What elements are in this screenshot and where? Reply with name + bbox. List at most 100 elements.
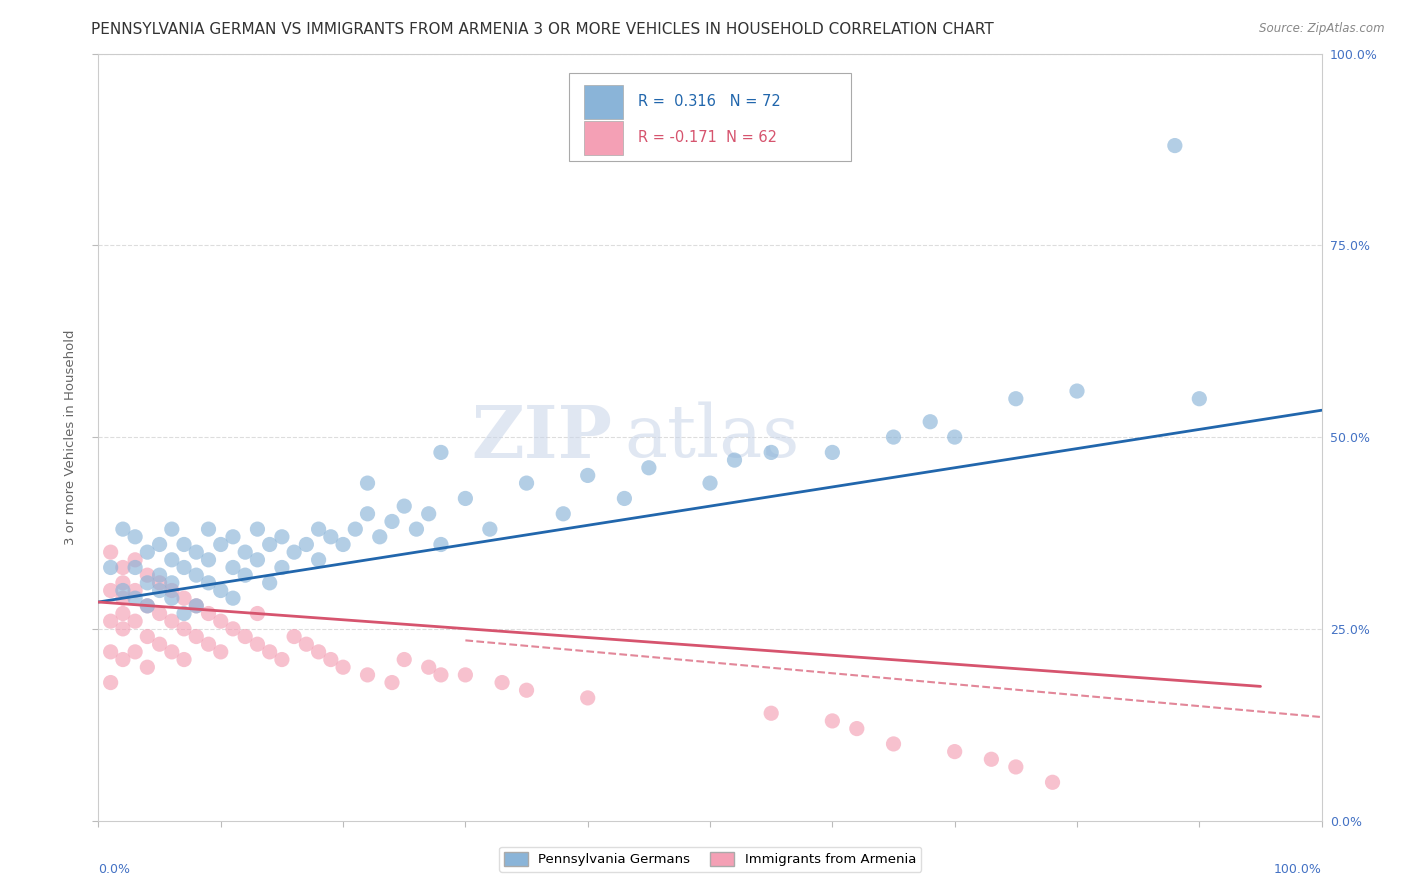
Point [124,591,146,606]
Point [515,476,537,491]
Point [761,706,783,721]
Point [111,560,134,574]
Point [124,645,146,659]
Point [160,583,183,598]
Point [883,430,905,444]
Point [319,530,342,544]
Point [270,530,294,544]
Point [576,690,599,705]
Point [160,591,183,606]
Point [980,752,1002,766]
Text: PENNSYLVANIA GERMAN VS IMMIGRANTS FROM ARMENIA 3 OR MORE VEHICLES IN HOUSEHOLD C: PENNSYLVANIA GERMAN VS IMMIGRANTS FROM A… [91,22,994,37]
Point [160,614,183,628]
Point [1004,392,1026,406]
Point [821,714,844,728]
Point [761,445,783,459]
Point [100,675,122,690]
Point [392,652,416,666]
FancyBboxPatch shape [569,73,851,161]
Point [246,607,269,621]
Point [136,575,159,590]
Point [186,545,208,559]
Point [246,553,269,567]
Point [111,583,134,598]
Legend: Pennsylvania Germans, Immigrants from Armenia: Pennsylvania Germans, Immigrants from Ar… [499,847,921,871]
Point [356,476,378,491]
Point [454,668,477,682]
Text: Source: ZipAtlas.com: Source: ZipAtlas.com [1260,22,1385,36]
Point [124,553,146,567]
Point [136,599,159,613]
Point [209,614,232,628]
Point [418,507,440,521]
Point [381,675,404,690]
Point [418,660,440,674]
Point [111,522,134,536]
FancyBboxPatch shape [583,85,623,120]
Point [173,560,195,574]
Point [259,537,281,551]
Point [308,553,330,567]
Point [246,637,269,651]
Text: ZIP: ZIP [471,401,612,473]
Point [173,591,195,606]
Point [186,599,208,613]
Point [233,568,256,582]
Point [430,445,453,459]
Point [111,607,134,621]
Point [197,553,219,567]
Point [197,575,219,590]
Point [160,645,183,659]
Point [100,583,122,598]
Point [136,568,159,582]
Point [186,630,208,644]
Point [821,445,844,459]
Point [1004,760,1026,774]
Point [381,515,404,529]
Point [943,745,966,759]
Point [845,722,868,736]
Point [576,468,599,483]
Point [111,575,134,590]
Point [259,645,281,659]
Point [160,553,183,567]
Point [149,607,172,621]
Point [356,668,378,682]
Point [430,537,453,551]
Point [344,522,367,536]
Point [149,568,172,582]
Text: R =  0.316   N = 72: R = 0.316 N = 72 [638,95,780,110]
Text: 0.0%: 0.0% [98,863,131,876]
Point [1042,775,1064,789]
Point [197,522,219,536]
Point [173,622,195,636]
Point [295,637,318,651]
Point [723,453,745,467]
Point [186,568,208,582]
Point [308,645,330,659]
Point [111,622,134,636]
Point [186,599,208,613]
Point [209,645,232,659]
Point [356,507,378,521]
Point [222,560,245,574]
Point [124,560,146,574]
Point [259,575,281,590]
Point [308,522,330,536]
FancyBboxPatch shape [583,120,623,155]
Point [270,560,294,574]
Point [160,575,183,590]
Point [222,622,245,636]
Text: atlas: atlas [624,401,800,473]
Y-axis label: 3 or more Vehicles in Household: 3 or more Vehicles in Household [63,329,77,545]
Point [173,607,195,621]
Point [943,430,966,444]
Point [246,522,269,536]
Point [173,652,195,666]
Point [209,537,232,551]
Point [454,491,477,506]
Point [100,545,122,559]
Point [173,537,195,551]
Point [430,668,453,682]
Point [136,660,159,674]
